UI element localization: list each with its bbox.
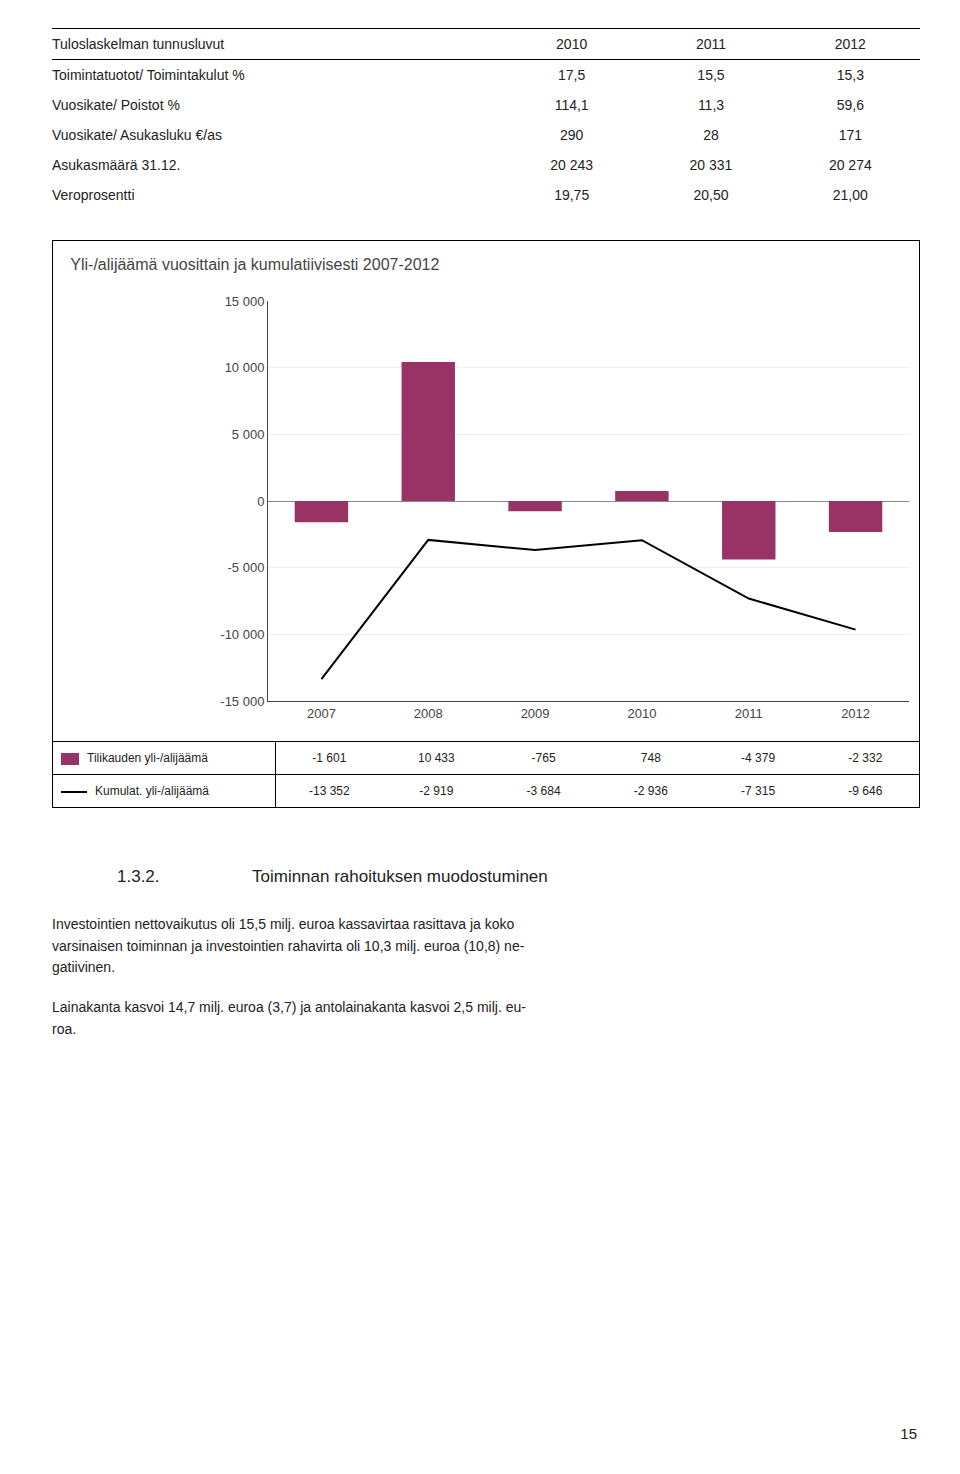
html-text:19,75: 19,75 <box>554 187 590 203</box>
html-text:Veroprosentti: Veroprosentti <box>52 187 135 203</box>
svg-text:5 000: 5 000 <box>232 427 265 442</box>
html-text:-13 352: -13 352 <box>309 784 350 798</box>
html-text:Tilikauden yli-/alijäämä: Tilikauden yli-/alijäämä <box>87 751 208 765</box>
html-text:Lainakanta kasvoi 14,7 milj. e: Lainakanta kasvoi 14,7 milj. euroa (3,7)… <box>52 999 526 1037</box>
html-text:Asukasmäärä 31.12.: Asukasmäärä 31.12. <box>52 157 181 173</box>
svg-text:-15 000: -15 000 <box>220 694 264 709</box>
html-text:Investointien nettovaikutus ol: Investointien nettovaikutus oli 15,5 mil… <box>52 916 525 976</box>
svg-text:2008: 2008 <box>414 706 443 721</box>
html-text:1.3.2.: 1.3.2. <box>117 867 160 886</box>
html-text:Toiminnan rahoituksen muodostu: Toiminnan rahoituksen muodostuminen <box>252 867 548 886</box>
svg-text:2012: 2012 <box>841 706 870 721</box>
html-text:2011: 2011 <box>695 36 726 52</box>
html-text:Toimintatuotot/ Toimintakulut: Toimintatuotot/ Toimintakulut % <box>52 67 245 83</box>
html-text:290: 290 <box>560 127 584 143</box>
html-text:-7 315: -7 315 <box>741 784 776 798</box>
html-text:11,3: 11,3 <box>697 97 725 113</box>
html-text:Vuosikate/ Asukasluku €/as: Vuosikate/ Asukasluku €/as <box>52 127 222 143</box>
html-text:21,00: 21,00 <box>832 187 868 203</box>
svg-text:-5 000: -5 000 <box>228 560 265 575</box>
svg-text:2009: 2009 <box>521 706 550 721</box>
html-text:20 243: 20 243 <box>550 157 594 173</box>
svg-text:0: 0 <box>257 494 264 509</box>
html-text:-2 919: -2 919 <box>419 784 454 798</box>
html-text:20 331: 20 331 <box>689 157 733 173</box>
html-text:-4 379: -4 379 <box>741 751 776 765</box>
html-text:20,50: 20,50 <box>693 187 729 203</box>
html-text:-3 684: -3 684 <box>526 784 561 798</box>
html-text:171: 171 <box>838 127 862 143</box>
html-text:-1 601: -1 601 <box>312 751 347 765</box>
html-text:-2 332: -2 332 <box>848 751 883 765</box>
html-text:10 433: 10 433 <box>418 751 455 765</box>
svg-text:15 000: 15 000 <box>225 294 265 309</box>
svg-text:2010: 2010 <box>627 706 656 721</box>
html-text:15: 15 <box>900 1425 917 1442</box>
html-text:59,6: 59,6 <box>836 97 864 113</box>
svg-text:Yli-/alijäämä vuosittain ja ku: Yli-/alijäämä vuosittain ja kumulatiivis… <box>70 256 439 273</box>
html-text:114,1: 114,1 <box>554 97 589 113</box>
html-text:20 274: 20 274 <box>828 157 872 173</box>
svg-text:2011: 2011 <box>735 706 763 721</box>
svg-text:-10 000: -10 000 <box>220 627 264 642</box>
html-text:Kumulat. yli-/alijäämä: Kumulat. yli-/alijäämä <box>95 784 209 798</box>
html-text:Tuloslaskelman tunnusluvut: Tuloslaskelman tunnusluvut <box>52 36 225 52</box>
html-text:28: 28 <box>703 127 719 143</box>
html-text:-765: -765 <box>531 751 556 765</box>
html-text:-9 646: -9 646 <box>848 784 883 798</box>
svg-text:2007: 2007 <box>307 706 336 721</box>
html-text:2012: 2012 <box>834 36 866 52</box>
html-text:-2 936: -2 936 <box>633 784 668 798</box>
html-text:15,5: 15,5 <box>697 67 725 83</box>
html-text:15,3: 15,3 <box>836 67 864 83</box>
html-text:748: 748 <box>640 751 661 765</box>
html-text:17,5: 17,5 <box>558 67 586 83</box>
html-text:2010: 2010 <box>556 36 588 52</box>
html-text:Vuosikate/ Poistot %: Vuosikate/ Poistot % <box>52 97 180 113</box>
svg-text:10 000: 10 000 <box>225 360 265 375</box>
